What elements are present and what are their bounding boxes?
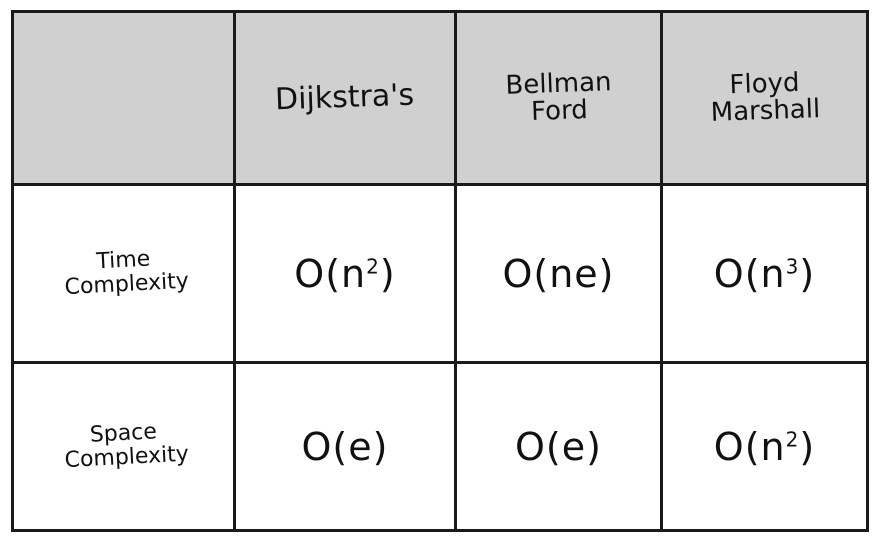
cell-time-bellman-ford: O(ne) [454,183,663,364]
header-label-bellman-ford: Bellman Ford [504,66,612,127]
header-label-floyd-marshall: Floyd Marshall [709,67,821,128]
row-label-cell: Time Complexity [11,183,236,364]
cell-time-dijkstra: O(n2) [233,183,457,364]
table-row-time-complexity: Time Complexity O(n2) O(ne) O(n3) [11,183,869,364]
header-cell-blank [11,10,236,186]
header-cell-floyd-marshall: Floyd Marshall [660,10,869,186]
comparison-table-container: Dijkstra's Bellman Ford Floyd Marshall T… [11,10,869,532]
header-row: Dijkstra's Bellman Ford Floyd Marshall [11,10,869,186]
value-time-floyd-marshall: O(n3) [713,251,816,296]
row-label-cell: Space Complexity [11,361,236,532]
header-cell-dijkstra: Dijkstra's [233,10,457,186]
value-space-dijkstra: O(e) [301,424,389,469]
value-space-floyd-marshall: O(n2) [713,424,816,469]
value-space-bellman-ford: O(e) [515,424,602,469]
header-label-dijkstra: Dijkstra's [274,77,416,118]
row-label-time-complexity: Time Complexity [63,246,189,301]
header-cell-bellman-ford: Bellman Ford [454,10,663,186]
cell-space-dijkstra: O(e) [233,361,457,532]
table-row-space-complexity: Space Complexity O(e) O(e) O(n2) [11,361,869,532]
cell-space-bellman-ford: O(e) [454,361,663,532]
value-time-bellman-ford: O(ne) [502,251,615,296]
algorithm-comparison-table: Dijkstra's Bellman Ford Floyd Marshall T… [11,10,869,532]
cell-time-floyd-marshall: O(n3) [660,183,869,364]
row-label-space-complexity: Space Complexity [63,419,189,474]
value-time-dijkstra: O(n2) [294,251,396,296]
cell-space-floyd-marshall: O(n2) [660,361,869,532]
